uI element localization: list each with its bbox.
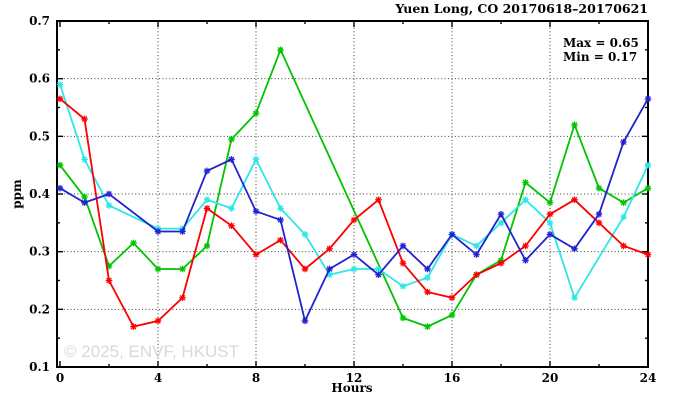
y-tick-label: 0.6 (29, 72, 50, 86)
x-axis-label: Hours (331, 381, 372, 395)
x-tick-label: 16 (444, 371, 461, 385)
y-axis-label: ppm (10, 179, 24, 209)
series-blue-line (59, 98, 649, 324)
series-blue (56, 95, 652, 325)
series-green-markers (56, 46, 652, 330)
series-red-markers (56, 95, 652, 330)
x-tick-label: 24 (640, 371, 657, 385)
watermark: © 2025, ENVF, HKUST (64, 342, 239, 361)
plot-border (56, 20, 649, 368)
chart-title: Yuen Long, CO 20170618–20170621 (394, 1, 648, 16)
series-green (56, 46, 652, 330)
series-cyan (56, 81, 652, 302)
x-tick-label: 20 (542, 371, 559, 385)
series-cyan-markers (56, 81, 652, 302)
x-tick-label: 8 (252, 371, 260, 385)
x-tick-label: 12 (346, 371, 363, 385)
y-tick-label: 0.7 (29, 14, 50, 28)
max-annotation: Max = 0.65 (563, 36, 639, 50)
y-tick-label: 0.1 (29, 360, 50, 374)
tick-labels: 0 4 8 12 16 20 24 0.1 0.2 0.3 0.4 0.5 0.6 0.7 (29, 14, 656, 385)
series-red (56, 95, 652, 330)
plot-area: 0 4 8 12 16 20 24 0.1 0.2 0.3 0.4 0.5 0.6 0.7 (29, 14, 656, 385)
y-tick-label: 0.3 (29, 245, 50, 259)
series-blue-markers (56, 95, 652, 325)
y-tick-label: 0.4 (29, 187, 50, 201)
y-tick-label: 0.5 (29, 129, 50, 143)
grid-lines (57, 21, 648, 367)
x-tick-label: 0 (56, 371, 64, 385)
x-tick-label: 4 (154, 371, 162, 385)
y-tick-label: 0.2 (29, 302, 50, 316)
min-annotation: Min = 0.17 (563, 50, 637, 64)
